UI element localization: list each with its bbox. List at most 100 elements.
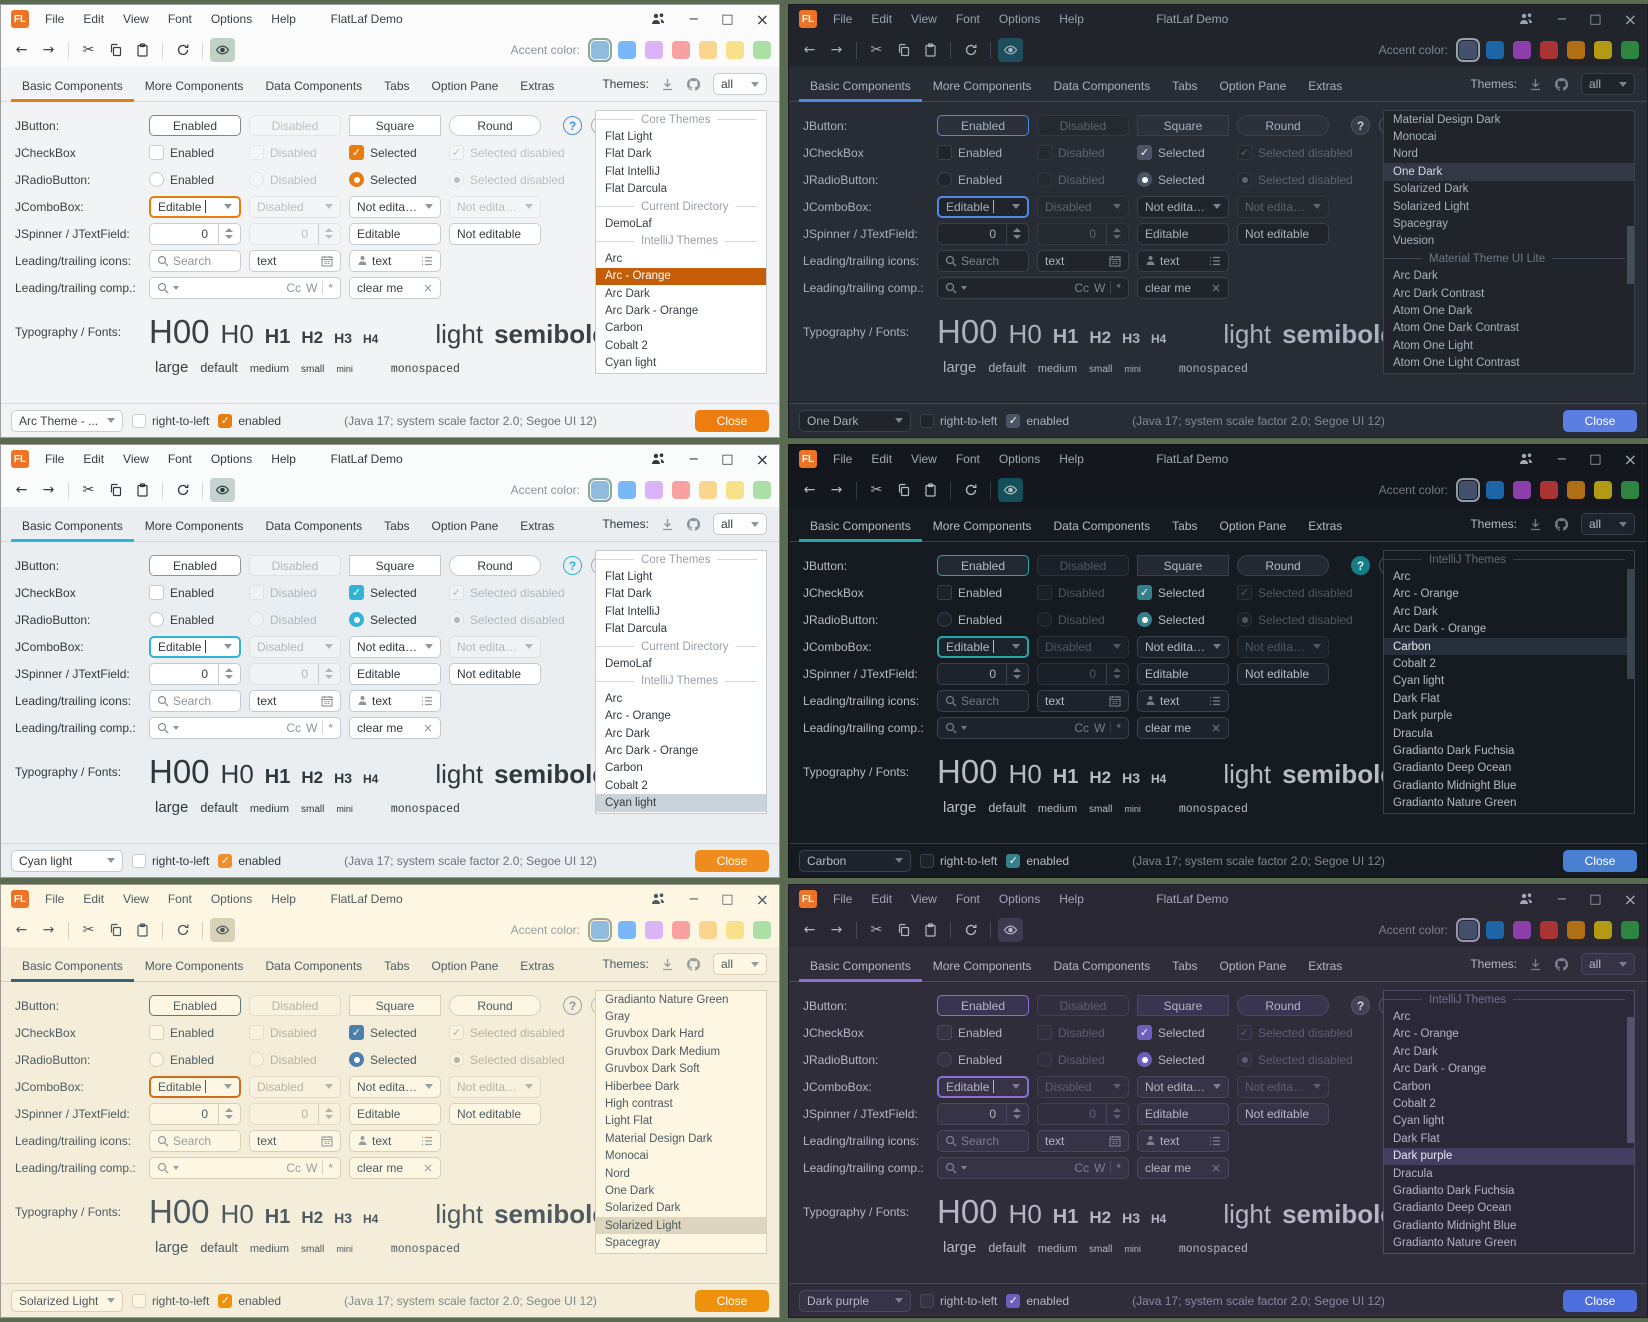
- cut-icon[interactable]: ✂: [870, 42, 883, 58]
- theme-list-item[interactable]: Gradianto Nature Green: [605, 993, 729, 1006]
- tab-more-components[interactable]: More Components: [932, 79, 1032, 93]
- theme-list-item[interactable]: Flat Light: [605, 131, 653, 144]
- menu-file[interactable]: File: [833, 892, 853, 906]
- theme-list-item[interactable]: Carbon: [605, 762, 643, 775]
- editable-textfield[interactable]: Editable: [349, 662, 441, 685]
- close-button[interactable]: Close: [1563, 1289, 1637, 1312]
- accent-swatch[interactable]: [1540, 481, 1558, 499]
- menu-edit[interactable]: Edit: [83, 452, 105, 466]
- spinner-up-icon[interactable]: [1013, 668, 1021, 672]
- checkbox-enabled[interactable]: Enabled: [937, 585, 1037, 600]
- theme-list-item[interactable]: Gradianto Deep Ocean: [1393, 1202, 1512, 1215]
- chevron-down-icon[interactable]: [961, 725, 967, 730]
- checkbox-selected[interactable]: ✓ Selected: [1137, 145, 1237, 160]
- whole-word-icon[interactable]: W: [1094, 1160, 1106, 1175]
- accent-swatch[interactable]: [672, 481, 690, 499]
- list-icon[interactable]: [421, 696, 433, 706]
- search-input[interactable]: Search: [937, 689, 1029, 712]
- scrollbar-thumb[interactable]: [1627, 569, 1634, 680]
- clear-icon[interactable]: ×: [1210, 720, 1221, 735]
- theme-list-item[interactable]: Atom One Light: [1393, 339, 1473, 352]
- theme-list-item[interactable]: Cobalt 2: [1393, 1098, 1436, 1111]
- accent-swatch[interactable]: [699, 41, 717, 59]
- clear-icon[interactable]: ×: [422, 720, 433, 735]
- theme-list-item[interactable]: Gradianto Dark Fuchsia: [1393, 1184, 1515, 1197]
- radio-selected[interactable]: Selected: [1137, 172, 1237, 187]
- menu-help[interactable]: Help: [271, 452, 296, 466]
- chevron-down-icon[interactable]: [961, 285, 967, 290]
- accent-swatch[interactable]: [618, 41, 636, 59]
- back-icon[interactable]: ←: [803, 922, 816, 938]
- forward-icon[interactable]: →: [42, 482, 55, 498]
- tab-extras[interactable]: Extras: [1308, 79, 1343, 93]
- accent-swatch[interactable]: [1459, 481, 1477, 499]
- spinner-buttons[interactable]: [218, 223, 233, 244]
- chevron-down-icon[interactable]: [173, 285, 179, 290]
- enabled-checkbox[interactable]: ✓ enabled: [1006, 1293, 1069, 1308]
- editable-combobox[interactable]: Editable: [937, 195, 1029, 218]
- cut-icon[interactable]: ✂: [82, 42, 95, 58]
- search-input[interactable]: Search: [149, 249, 241, 272]
- spinner-up-icon[interactable]: [225, 668, 233, 672]
- back-icon[interactable]: ←: [803, 42, 816, 58]
- github-icon[interactable]: [1554, 957, 1569, 972]
- text-input-calendar[interactable]: text: [249, 689, 341, 712]
- theme-list-item[interactable]: Carbon: [605, 322, 643, 335]
- spinner-buttons[interactable]: [218, 1103, 233, 1124]
- clear-me-input[interactable]: clear me ×: [1137, 1156, 1229, 1179]
- refresh-icon[interactable]: [958, 478, 983, 502]
- tab-option-pane[interactable]: Option Pane: [1219, 79, 1287, 93]
- paste-icon[interactable]: [918, 38, 943, 62]
- menu-help[interactable]: Help: [1059, 12, 1084, 26]
- right-to-left-checkbox[interactable]: right-to-left: [132, 853, 209, 868]
- clear-icon[interactable]: ×: [1210, 1160, 1221, 1175]
- eye-icon[interactable]: [998, 38, 1023, 62]
- theme-list-item[interactable]: Gruvbox Dark Hard: [605, 1028, 705, 1041]
- menu-font[interactable]: Font: [167, 12, 192, 26]
- github-icon[interactable]: [1554, 517, 1569, 532]
- search-with-options-input[interactable]: Cc W *: [937, 276, 1129, 299]
- menu-options[interactable]: Options: [210, 452, 253, 466]
- theme-list-item[interactable]: Material Design Dark: [1393, 113, 1501, 126]
- theme-combobox[interactable]: One Dark: [799, 409, 911, 432]
- spinner[interactable]: 0: [149, 222, 241, 245]
- accent-swatch[interactable]: [1540, 921, 1558, 939]
- accent-swatch[interactable]: [672, 41, 690, 59]
- theme-list-item[interactable]: One Dark: [1384, 163, 1634, 181]
- theme-list-item[interactable]: Flat Dark: [605, 148, 652, 161]
- menu-edit[interactable]: Edit: [871, 12, 893, 26]
- menu-edit[interactable]: Edit: [871, 892, 893, 906]
- tab-more-components[interactable]: More Components: [932, 959, 1032, 973]
- search-with-options-input[interactable]: Cc W *: [149, 716, 341, 739]
- spinner-down-icon[interactable]: [225, 675, 233, 679]
- eye-icon[interactable]: [210, 478, 235, 502]
- clear-icon[interactable]: ×: [1210, 280, 1221, 295]
- editable-textfield[interactable]: Editable: [349, 222, 441, 245]
- not-editable-combobox[interactable]: Not editable: [349, 1075, 441, 1098]
- accent-swatch[interactable]: [618, 921, 636, 939]
- theme-filter-combobox[interactable]: all: [713, 73, 767, 95]
- clear-icon[interactable]: ×: [422, 280, 433, 295]
- cut-icon[interactable]: ✂: [870, 922, 883, 938]
- calendar-icon[interactable]: [1109, 1135, 1121, 1147]
- square-button[interactable]: Square: [1137, 995, 1229, 1016]
- theme-combobox[interactable]: Dark purple: [799, 1289, 911, 1312]
- refresh-icon[interactable]: [958, 918, 983, 942]
- accent-swatch[interactable]: [1567, 921, 1585, 939]
- right-to-left-checkbox[interactable]: right-to-left: [920, 413, 997, 428]
- accent-swatch[interactable]: [591, 41, 609, 59]
- tab-more-components[interactable]: More Components: [144, 959, 244, 973]
- enabled-button[interactable]: Enabled: [149, 555, 241, 576]
- close-window-icon[interactable]: ×: [755, 449, 769, 469]
- accent-swatch[interactable]: [1594, 481, 1612, 499]
- minimize-icon[interactable]: −: [1556, 11, 1568, 27]
- calendar-icon[interactable]: [1109, 695, 1121, 707]
- accent-swatch[interactable]: [1594, 921, 1612, 939]
- spinner-down-icon[interactable]: [225, 1115, 233, 1119]
- clear-me-input[interactable]: clear me ×: [349, 716, 441, 739]
- download-icon[interactable]: [661, 958, 674, 971]
- theme-filter-combobox[interactable]: all: [1581, 953, 1635, 975]
- menu-help[interactable]: Help: [1059, 892, 1084, 906]
- theme-list-item[interactable]: Spacegray: [605, 1237, 660, 1250]
- accent-swatch[interactable]: [1621, 41, 1639, 59]
